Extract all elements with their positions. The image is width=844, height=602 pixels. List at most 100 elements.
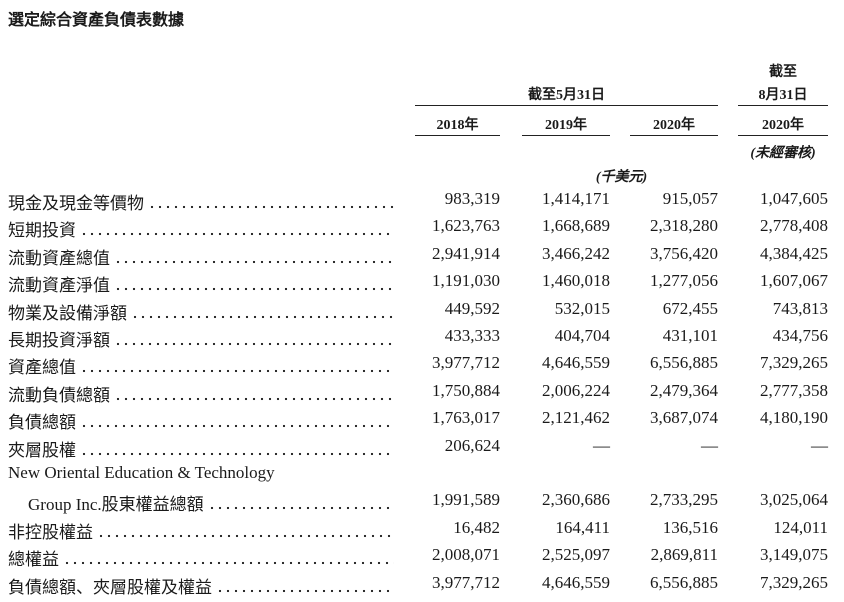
cell-value: 1,460,018 (542, 271, 610, 291)
cell-value: 2,941,914 (432, 243, 500, 263)
cell-value: 3,466,242 (542, 243, 610, 263)
row-label-wrap: 物業及設備淨額 (8, 299, 394, 324)
row-label: 流動資產總值 (8, 248, 110, 268)
cell-value: 983,319 (444, 189, 500, 208)
cell-value: 1,414,171 (542, 189, 610, 208)
unaudited: (未經審核) (750, 146, 816, 161)
cell-value: 3,756,420 (650, 243, 718, 263)
dot-leader (114, 259, 394, 264)
row-label: 總權益 (8, 550, 59, 570)
rule (415, 135, 500, 136)
cell-value: 2,008,071 (432, 545, 500, 565)
cell-value: 1,047,605 (760, 189, 828, 208)
row-label: 負債總額、夾層股權及權益 (8, 577, 212, 597)
cell-value: 3,149,075 (760, 545, 828, 565)
cell-value: 1,607,067 (760, 271, 828, 291)
cell-value: 6,556,885 (650, 572, 718, 592)
rule (630, 135, 718, 136)
year-header: 2020年 (653, 118, 695, 133)
cell-value: 6,556,885 (650, 353, 718, 373)
dot-leader (80, 369, 394, 374)
row-label-wrap: 總權益 (8, 545, 394, 570)
group-header: 截至5月31日 (528, 88, 605, 103)
dot-leader (207, 506, 394, 511)
cell-value: 2,777,358 (760, 380, 828, 400)
cell-value: 404,704 (554, 326, 610, 345)
cell-value: — (811, 435, 828, 455)
row-label: New Oriental Education & Technology (8, 463, 275, 482)
unit: (千美元) (595, 170, 648, 185)
cell-value: 136,516 (662, 517, 718, 537)
cell-value: 2,869,811 (650, 545, 718, 565)
row-label: Group Inc.股東權益總額 (28, 495, 204, 515)
cell-value: 2,525,097 (542, 545, 610, 565)
cell-value: 16,482 (453, 517, 500, 537)
dot-leader (114, 396, 394, 401)
cell-value: 2,121,462 (542, 408, 610, 428)
cell-value: 2,733,295 (650, 490, 718, 510)
dot-leader (114, 342, 394, 346)
cell-value: 1,623,763 (432, 216, 500, 236)
cell-value: 1,668,689 (542, 216, 610, 236)
cell-value: 2,006,224 (542, 380, 610, 400)
year-header: 2019年 (545, 118, 587, 133)
cell-value: 164,411 (555, 517, 610, 537)
cell-value: 743,813 (772, 298, 828, 318)
row-label-wrap: 現金及現金等價物 (8, 189, 394, 214)
dot-leader (131, 314, 394, 319)
row-label-wrap: 長期投資淨額 (8, 326, 394, 351)
cell-value: 3,687,074 (650, 408, 718, 428)
year-header: 2018年 (436, 118, 479, 133)
cell-value: 672,455 (662, 298, 718, 318)
cell-value: 4,180,190 (760, 408, 828, 428)
cell-value: 124,011 (773, 517, 828, 537)
cell-value: 1,991,589 (432, 490, 500, 510)
dot-leader (148, 205, 394, 209)
rule (522, 135, 610, 136)
row-label-wrap: 負債總額 (8, 408, 394, 433)
cell-value: 1,191,030 (432, 271, 500, 291)
row-label: 流動負債總額 (8, 385, 110, 405)
last-header-1: 截至 (769, 65, 797, 80)
cell-value: 3,977,712 (432, 572, 500, 592)
row-label: 非控股權益 (8, 522, 93, 542)
cell-value: 7,329,265 (760, 572, 828, 592)
cell-value: 7,329,265 (760, 353, 828, 373)
last-header-2: 8月31日 (758, 88, 808, 103)
dot-leader (63, 561, 394, 566)
row-label-wrap: 資產總值 (8, 353, 394, 378)
row-label: 現金及現金等價物 (8, 194, 144, 213)
dot-leader (80, 424, 394, 429)
cell-value: 2,318,280 (650, 216, 718, 236)
row-label: 短期投資 (8, 221, 76, 241)
cell-value: 532,015 (554, 298, 610, 318)
cell-value: 3,025,064 (760, 490, 828, 510)
row-label-wrap: 負債總額、夾層股權及權益 (8, 573, 394, 598)
cell-value: 915,057 (662, 189, 718, 208)
rule (738, 105, 828, 106)
row-label-wrap: 流動資產淨值 (8, 271, 394, 296)
row-label: 流動資產淨值 (8, 276, 110, 296)
cell-value: 434,756 (772, 326, 828, 345)
cell-value: 431,101 (662, 326, 718, 345)
cell-value: — (701, 435, 718, 455)
row-label: 夾層股權 (8, 440, 76, 460)
cell-value: 4,646,559 (542, 353, 610, 373)
row-label-wrap: 夾層股權 (8, 436, 394, 461)
cell-value: 3,977,712 (432, 353, 500, 373)
row-label: 長期投資淨額 (8, 331, 110, 350)
row-label-wrap: 流動資產總值 (8, 244, 394, 269)
row-label-wrap: 短期投資 (8, 216, 394, 241)
cell-value: 4,384,425 (760, 243, 828, 263)
cell-value: — (593, 435, 610, 455)
row-label-wrap: 非控股權益 (8, 518, 394, 543)
dot-leader (80, 232, 394, 237)
cell-value: 2,360,686 (542, 490, 610, 510)
row-label: 負債總額 (8, 413, 76, 433)
title: 選定綜合資產負債表數據 (8, 12, 185, 29)
dot-leader (216, 588, 394, 593)
cell-value: 449,592 (444, 298, 500, 318)
cell-value: 1,763,017 (432, 408, 500, 428)
cell-value: 1,750,884 (432, 380, 500, 400)
